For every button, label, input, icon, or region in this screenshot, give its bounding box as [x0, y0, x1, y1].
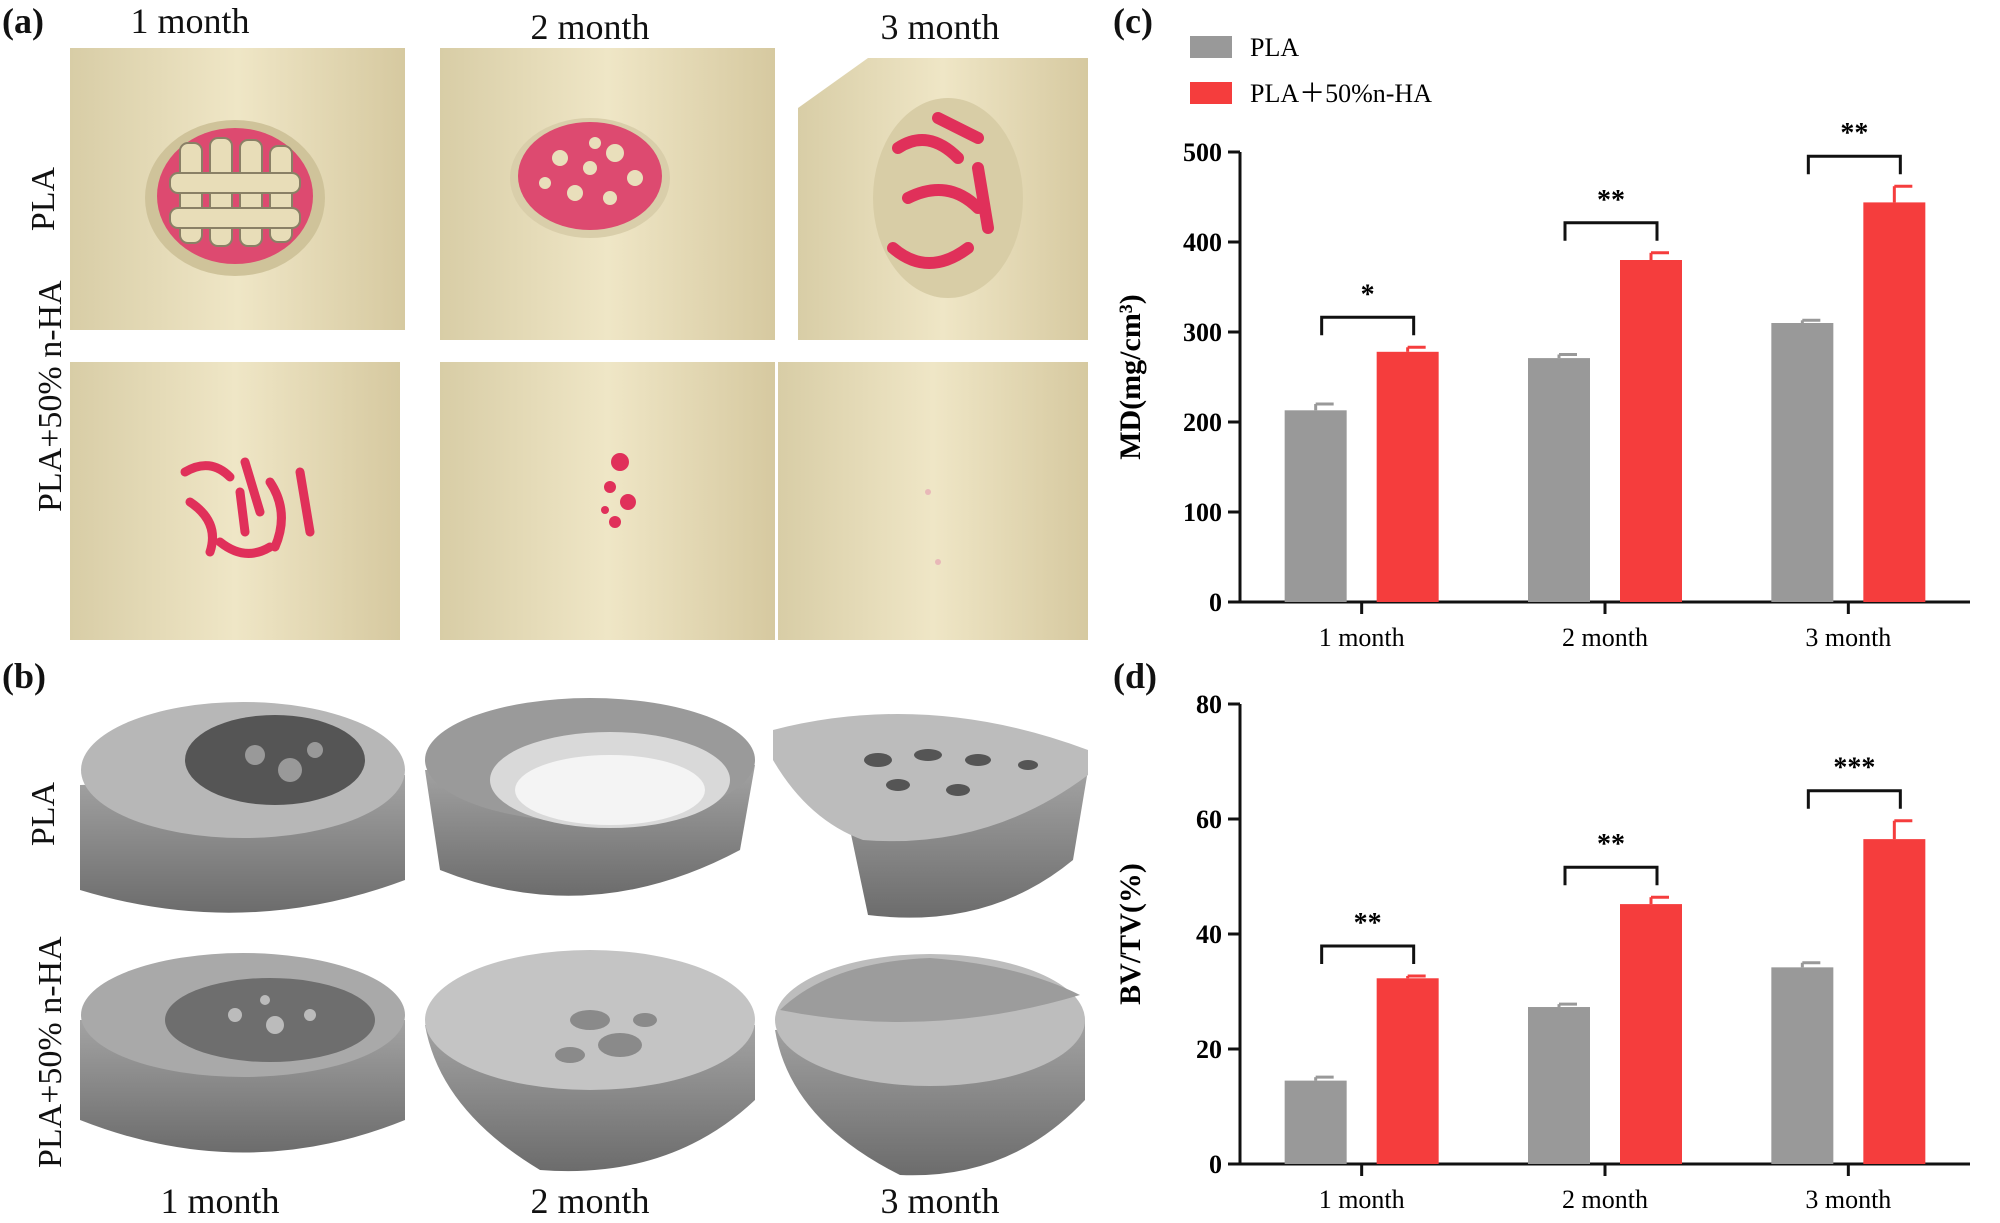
bone-render-pla-3-month: [778, 48, 1088, 340]
column-title-3-month: 3 month: [880, 7, 1000, 47]
significance-marker: **: [1354, 908, 1382, 939]
legend-swatch: [1190, 82, 1232, 104]
y-tick-label: 200: [1183, 408, 1222, 437]
scaffold-render-pla-nha-2-month: [420, 950, 760, 1180]
bar: [1284, 1080, 1347, 1164]
bar: [1376, 351, 1439, 602]
legend-label: PLA: [1250, 33, 1299, 62]
panel-label-b: (b): [2, 656, 46, 696]
y-tick-label: 300: [1183, 318, 1222, 347]
bar: [1528, 1007, 1590, 1164]
significance-marker: **: [1597, 185, 1625, 216]
bar: [1620, 260, 1682, 602]
y-tick-label: 0: [1209, 588, 1222, 617]
row-title-pla-b: PLA: [25, 781, 63, 847]
panel-label-a: (a): [2, 1, 44, 41]
row-title-pla-nha-b: PLA+50% n-HA: [32, 936, 69, 1168]
significance-marker: ***: [1833, 753, 1875, 784]
scaffold-render-pla-3-month: [768, 700, 1093, 925]
bar: [1771, 967, 1834, 1164]
bar: [1620, 904, 1682, 1164]
y-tick-label: 60: [1196, 805, 1222, 834]
column-title-1-month: 1 month: [130, 1, 250, 41]
bar: [1284, 410, 1347, 602]
bone-render-pla-nha-3-month: [778, 362, 1088, 640]
bone-render-pla-nha-1-month: [70, 362, 400, 640]
significance-marker: **: [1597, 829, 1625, 860]
x-tick-label: 2 month: [1562, 1185, 1648, 1214]
significance-marker: **: [1840, 118, 1868, 149]
significance-bracket: [1806, 789, 1902, 809]
y-axis-label: BV/TV(%): [1114, 863, 1147, 1005]
x-tick-label: 2 month: [1562, 623, 1648, 652]
x-tick-label: 3 month: [1805, 1185, 1891, 1214]
y-tick-label: 0: [1209, 1150, 1222, 1179]
y-tick-label: 500: [1183, 138, 1222, 167]
bar: [1863, 202, 1926, 602]
significance-bracket: [1563, 865, 1659, 886]
row-title-pla-nha: PLA+50% n-HA: [32, 280, 69, 512]
scaffold-render-pla-nha-1-month: [75, 945, 410, 1185]
md-bar-chart: 0 100 200 300 400 500 MD(mg/cm³) 1 month * 2 mont…: [1114, 33, 1970, 652]
bar: [1376, 978, 1439, 1164]
column-title-2-month: 2 month: [530, 7, 650, 47]
x-tick-label: 1 month: [1319, 623, 1405, 652]
panel-label-c: (c): [1113, 1, 1153, 41]
significance-bracket: [1806, 154, 1902, 175]
panel-label-d: (d): [1113, 656, 1157, 696]
scaffold-render-pla-2-month: [420, 690, 760, 920]
significance-bracket: [1320, 944, 1416, 964]
bone-render-pla-nha-2-month: [440, 362, 775, 640]
y-tick-label: 400: [1183, 228, 1222, 257]
y-tick-label: 80: [1196, 690, 1222, 719]
bar: [1528, 358, 1590, 602]
x-tick-label: 3 month: [1805, 623, 1891, 652]
bar: [1863, 839, 1926, 1164]
column-title-b-3-month: 3 month: [880, 1181, 1000, 1221]
scaffold-render-pla-nha-3-month: [770, 950, 1090, 1180]
bar: [1771, 323, 1834, 602]
scaffold-render-pla-1-month: [75, 690, 410, 920]
y-axis-label: MD(mg/cm³): [1114, 294, 1147, 460]
y-tick-label: 20: [1196, 1035, 1222, 1064]
significance-bracket: [1320, 315, 1416, 336]
legend-label: PLA＋50%n-HA: [1250, 79, 1432, 108]
significance-marker: *: [1361, 279, 1375, 310]
bone-render-pla-1-month: [70, 48, 405, 330]
significance-bracket: [1563, 221, 1659, 241]
y-tick-label: 40: [1196, 920, 1222, 949]
row-title-pla: PLA: [25, 166, 63, 232]
y-tick-label: 100: [1183, 498, 1222, 527]
legend-swatch: [1190, 36, 1232, 58]
bone-render-pla-2-month: [440, 48, 775, 340]
column-title-b-2-month: 2 month: [530, 1181, 650, 1221]
bvtv-bar-chart: 0 20 40 60 80 BV/TV(%) 1 month ** 2 month ** 3 mon…: [1114, 690, 1970, 1214]
column-title-b-1-month: 1 month: [160, 1181, 280, 1221]
x-tick-label: 1 month: [1319, 1185, 1405, 1214]
